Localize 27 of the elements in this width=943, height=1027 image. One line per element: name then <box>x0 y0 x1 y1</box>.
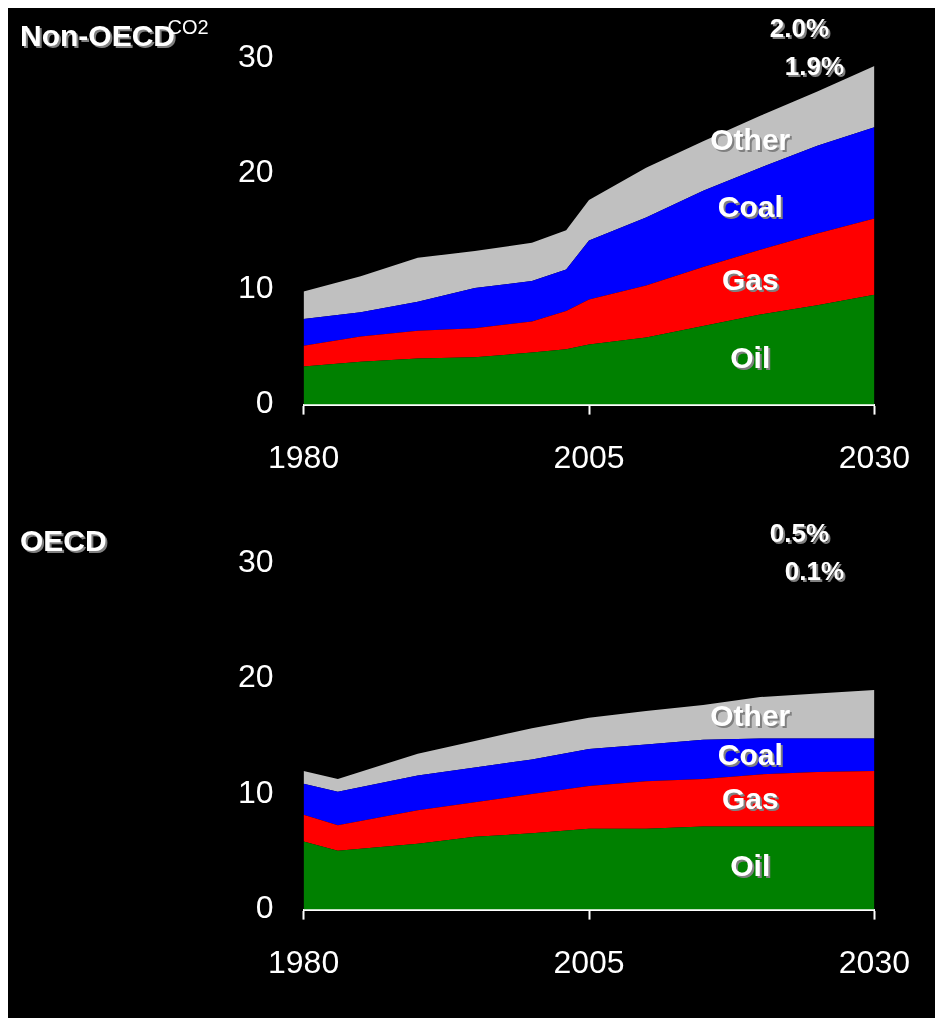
x-tick-label: 1980 <box>268 438 340 475</box>
y-tick-label: 30 <box>238 37 274 74</box>
series-label: Other <box>712 701 793 735</box>
x-tick-label: 2030 <box>838 438 910 475</box>
y-tick-label: 20 <box>238 658 274 695</box>
series-label: Coal <box>719 739 785 773</box>
series-label: Other <box>710 123 791 157</box>
text: OECD <box>20 524 107 558</box>
series-label: Gas <box>721 263 779 297</box>
text: 2.0% <box>771 15 832 46</box>
x-tick-label: 2005 <box>553 943 625 980</box>
y-tick-label: 0 <box>255 889 274 926</box>
annotation: 1.9% <box>786 53 847 84</box>
y-tick-label: 30 <box>238 542 274 579</box>
series-label: Oil <box>730 849 771 883</box>
y-tick-label: 20 <box>238 153 274 190</box>
y-tick-label: 10 <box>238 268 274 305</box>
y-tick-label: 0 <box>255 384 274 421</box>
series-label: Gas <box>721 781 779 815</box>
x-tick-label: 2030 <box>838 943 910 980</box>
series-label: Oil <box>730 340 771 374</box>
text: 0.5% <box>769 518 830 549</box>
annotation: 0.1% <box>786 558 847 589</box>
x-tick-label: 1980 <box>268 943 340 980</box>
series-label: Coal <box>717 190 783 224</box>
y-tick-label: 10 <box>238 773 274 810</box>
x-tick-label: 2005 <box>553 438 625 475</box>
